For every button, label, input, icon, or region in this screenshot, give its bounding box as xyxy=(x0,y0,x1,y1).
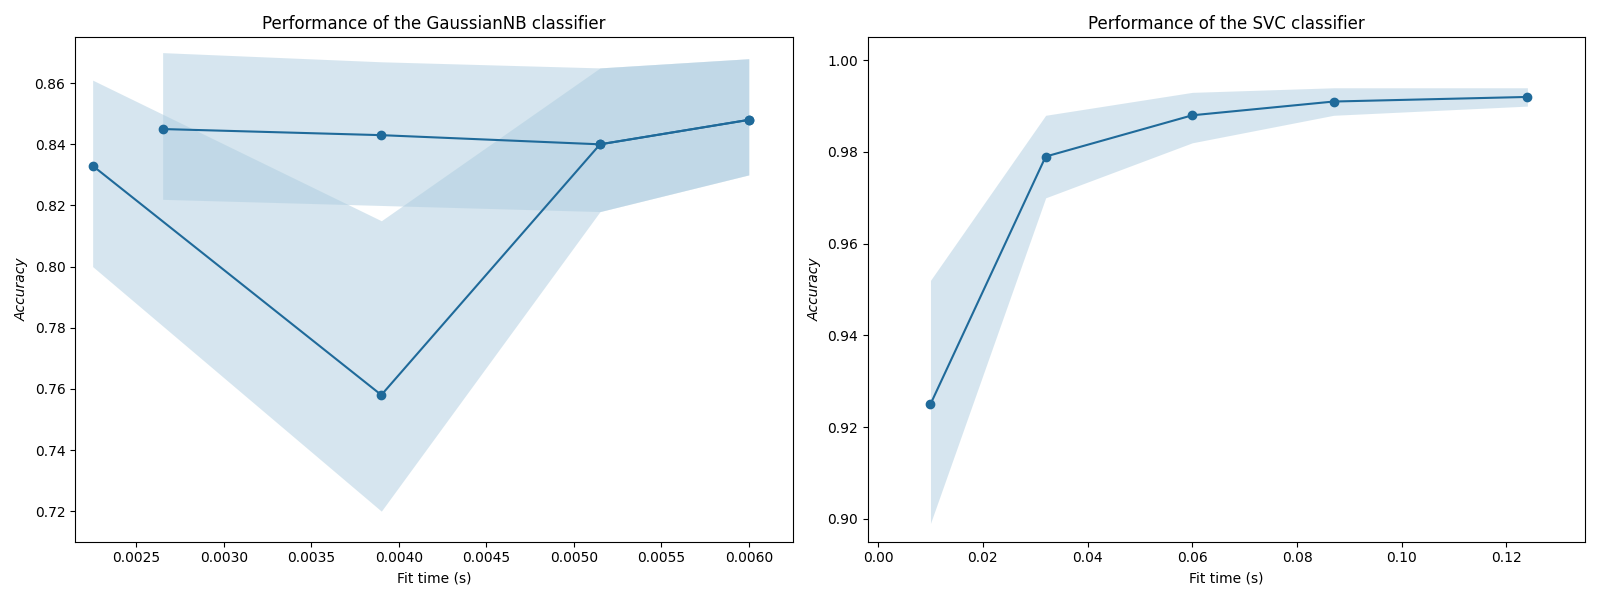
X-axis label: Fit time (s): Fit time (s) xyxy=(397,571,470,585)
Title: Performance of the GaussianNB classifier: Performance of the GaussianNB classifier xyxy=(262,15,605,33)
X-axis label: Fit time (s): Fit time (s) xyxy=(1189,571,1264,585)
Title: Performance of the SVC classifier: Performance of the SVC classifier xyxy=(1088,15,1365,33)
Y-axis label: Accuracy: Accuracy xyxy=(808,258,821,322)
Y-axis label: Accuracy: Accuracy xyxy=(14,258,29,322)
